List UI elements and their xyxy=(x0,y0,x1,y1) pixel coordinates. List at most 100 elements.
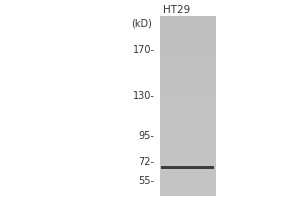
Bar xyxy=(160,33,216,34)
Bar xyxy=(160,69,216,70)
Bar xyxy=(160,37,216,38)
Bar xyxy=(160,184,216,185)
Bar xyxy=(160,168,216,169)
Bar xyxy=(160,166,216,167)
Bar xyxy=(160,173,216,174)
Bar xyxy=(160,187,216,188)
Bar xyxy=(160,18,216,19)
Bar xyxy=(160,58,216,59)
Bar xyxy=(160,154,216,155)
Bar xyxy=(160,183,216,184)
Bar xyxy=(160,83,216,84)
Bar xyxy=(160,48,216,49)
Bar xyxy=(161,166,214,169)
Bar xyxy=(160,87,216,88)
Bar xyxy=(160,136,216,137)
Text: 95-: 95- xyxy=(139,131,154,141)
Bar xyxy=(160,80,216,81)
Text: HT29: HT29 xyxy=(163,5,190,15)
Bar xyxy=(160,147,216,148)
Bar xyxy=(160,88,216,89)
Bar xyxy=(160,96,216,97)
Bar xyxy=(160,35,216,36)
Bar xyxy=(160,146,216,147)
Bar xyxy=(160,141,216,142)
Bar xyxy=(160,71,216,72)
Bar xyxy=(160,148,216,149)
Bar xyxy=(160,167,216,168)
Bar xyxy=(160,181,216,182)
Bar xyxy=(160,120,216,121)
Bar xyxy=(160,34,216,35)
Bar xyxy=(160,82,216,83)
Bar xyxy=(160,59,216,60)
Bar xyxy=(160,36,216,37)
Bar xyxy=(160,81,216,82)
Bar xyxy=(160,20,216,21)
Bar xyxy=(160,53,216,54)
Bar xyxy=(160,179,216,180)
Bar xyxy=(160,114,216,115)
Bar xyxy=(160,130,216,131)
Bar xyxy=(160,186,216,187)
Bar xyxy=(160,78,216,79)
Bar xyxy=(160,22,216,23)
Bar xyxy=(160,175,216,176)
Text: 170-: 170- xyxy=(133,45,154,55)
Bar xyxy=(160,60,216,61)
Bar xyxy=(160,170,216,171)
Bar xyxy=(160,144,216,145)
Bar xyxy=(160,97,216,98)
Bar xyxy=(160,121,216,122)
Bar xyxy=(160,115,216,116)
Bar xyxy=(160,176,216,177)
Bar xyxy=(160,42,216,43)
Text: 72-: 72- xyxy=(139,157,154,167)
Bar xyxy=(160,104,216,105)
Bar xyxy=(160,111,216,112)
Bar xyxy=(160,16,216,17)
Bar xyxy=(160,191,216,192)
Bar xyxy=(160,27,216,28)
Bar xyxy=(160,41,216,42)
Bar xyxy=(160,152,216,153)
Bar xyxy=(160,49,216,50)
Bar xyxy=(160,21,216,22)
Bar xyxy=(160,107,216,108)
Bar xyxy=(160,159,216,160)
Bar xyxy=(160,169,216,170)
Bar xyxy=(160,40,216,41)
Bar xyxy=(160,194,216,195)
Bar xyxy=(160,113,216,114)
Bar xyxy=(160,161,216,162)
Bar xyxy=(160,86,216,87)
Bar xyxy=(160,116,216,117)
Bar xyxy=(160,150,216,151)
Bar xyxy=(160,75,216,76)
Bar xyxy=(160,195,216,196)
Bar xyxy=(160,106,216,107)
Bar xyxy=(160,28,216,29)
Bar xyxy=(160,85,216,86)
Bar xyxy=(160,26,216,27)
Bar xyxy=(160,92,216,93)
Bar xyxy=(160,43,216,44)
Bar xyxy=(160,151,216,152)
Bar xyxy=(160,76,216,77)
Bar xyxy=(160,45,216,46)
Bar xyxy=(160,47,216,48)
Bar xyxy=(160,30,216,31)
Bar xyxy=(160,122,216,123)
Bar xyxy=(160,66,216,67)
Bar xyxy=(160,112,216,113)
Bar xyxy=(160,31,216,32)
Bar xyxy=(160,56,216,57)
Bar xyxy=(160,134,216,135)
Bar xyxy=(160,171,216,172)
Bar xyxy=(160,95,216,96)
Bar xyxy=(160,70,216,71)
Bar xyxy=(160,29,216,30)
Bar xyxy=(160,55,216,56)
Bar xyxy=(160,52,216,53)
Bar xyxy=(160,165,216,166)
